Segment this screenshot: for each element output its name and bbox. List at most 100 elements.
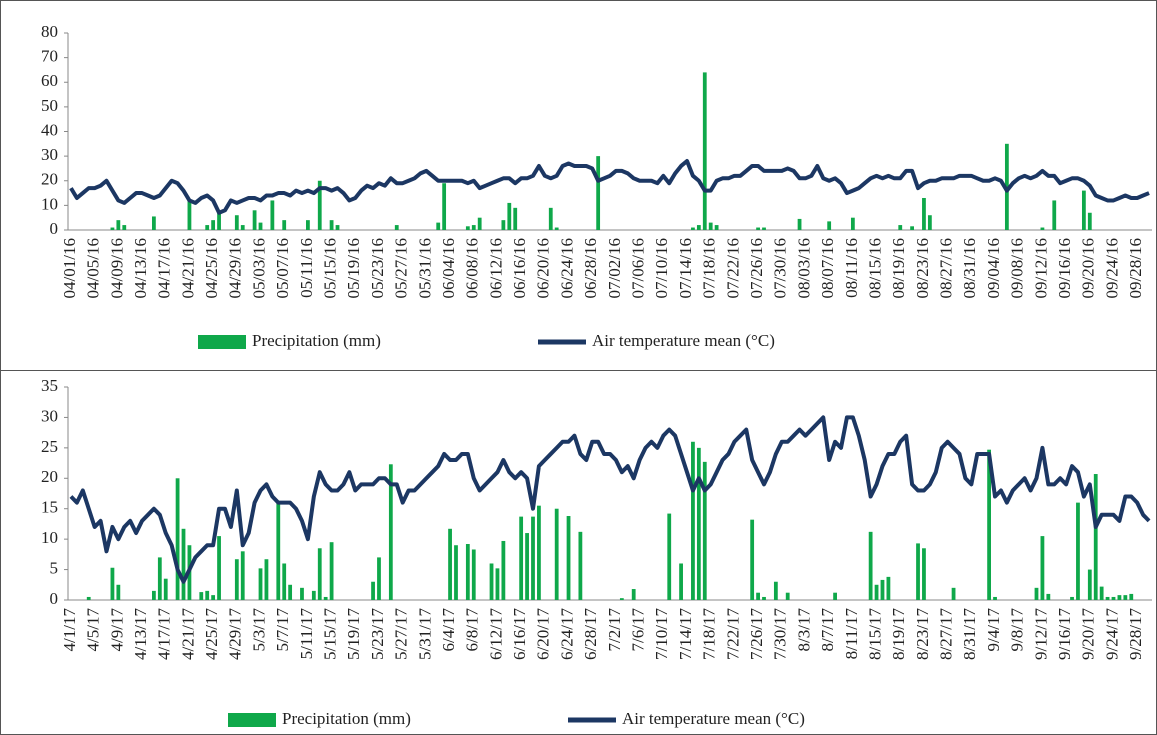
bar	[300, 587, 304, 600]
bar	[329, 542, 334, 600]
x-tick-label: 05/07/16	[273, 238, 292, 298]
x-tick-label: 05/15/16	[321, 238, 340, 298]
x-tick-label: 08/15/16	[865, 238, 884, 298]
bar	[371, 581, 375, 600]
x-tick-label: 06/04/16	[439, 238, 458, 298]
legend-label: Precipitation (mm)	[252, 331, 381, 350]
x-tick-label: 9/4/17	[984, 608, 1003, 652]
x-tick-label: 04/29/16	[226, 238, 245, 298]
bar	[465, 544, 470, 600]
bar	[554, 508, 559, 600]
temperature-line	[69, 159, 1150, 215]
bar	[288, 584, 293, 600]
bar	[495, 568, 500, 600]
x-tick-label: 04/13/16	[131, 238, 150, 298]
bar	[507, 202, 512, 230]
x-tick-label: 06/24/16	[557, 238, 576, 298]
bar	[1123, 595, 1128, 600]
bar	[1117, 595, 1122, 600]
bar	[501, 220, 506, 230]
bar	[886, 576, 891, 600]
bar	[756, 592, 760, 600]
x-tick-label: 6/16/17	[510, 608, 529, 660]
x-tick-label: 04/21/16	[178, 238, 197, 298]
bar	[922, 197, 926, 230]
bar	[750, 519, 755, 600]
y-tick-label: 0	[50, 219, 59, 238]
x-tick-label: 05/11/16	[297, 238, 316, 298]
bar	[329, 220, 334, 230]
y-tick-label: 15	[41, 498, 58, 517]
bar	[217, 536, 221, 600]
x-tick-label: 04/09/16	[107, 238, 126, 298]
bar	[1087, 569, 1092, 600]
x-tick-label: 7/22/17	[723, 608, 742, 660]
bar	[110, 567, 115, 600]
bar	[187, 200, 192, 230]
y-tick-label: 10	[41, 528, 58, 547]
x-tick-label: 06/28/16	[581, 238, 600, 298]
x-tick-label: 8/15/17	[865, 608, 884, 660]
x-tick-label: 05/27/16	[392, 238, 411, 298]
x-tick-label: 9/12/17	[1031, 608, 1050, 660]
bar	[691, 227, 695, 230]
bar	[531, 516, 535, 600]
bar	[951, 587, 956, 600]
x-tick-label: 6/8/17	[463, 608, 482, 652]
x-tick-label: 08/27/16	[937, 238, 956, 298]
x-tick-label: 6/24/17	[557, 608, 576, 660]
bar	[1087, 212, 1092, 230]
x-tick-label: 07/14/16	[676, 238, 695, 298]
x-tick-label: 06/08/16	[463, 238, 482, 298]
x-tick-label: 5/11/17	[297, 608, 316, 660]
x-tick-label: 08/11/16	[842, 238, 861, 298]
bar	[880, 579, 885, 600]
x-tick-label: 5/23/17	[368, 608, 387, 660]
x-tick-label: 09/24/16	[1102, 238, 1121, 298]
x-tick-label: 9/8/17	[1008, 608, 1027, 652]
bar	[850, 217, 855, 230]
x-tick-label: 9/24/17	[1102, 608, 1121, 660]
y-tick-label: 70	[41, 47, 58, 66]
x-tick-label: 07/18/16	[700, 238, 719, 298]
x-tick-label: 8/3/17	[794, 608, 813, 652]
bar	[519, 516, 524, 600]
x-tick-label: 04/05/16	[84, 238, 103, 298]
bar	[317, 180, 322, 230]
x-tick-label: 6/4/17	[439, 608, 458, 652]
y-tick-label: 35	[41, 376, 58, 395]
bar	[756, 227, 760, 230]
bar	[388, 464, 393, 600]
y-tick-label: 25	[41, 437, 58, 456]
bar	[922, 548, 926, 600]
x-tick-label: 05/03/16	[249, 238, 268, 298]
x-tick-label: 06/16/16	[510, 238, 529, 298]
y-tick-label: 30	[41, 406, 58, 425]
bar	[566, 516, 571, 600]
bar	[1111, 596, 1116, 600]
bar	[181, 528, 186, 600]
bar	[1081, 190, 1086, 230]
bar	[436, 222, 441, 230]
bar	[465, 226, 470, 230]
x-tick-label: 8/27/17	[937, 608, 956, 660]
bar	[1076, 502, 1080, 600]
x-tick-label: 08/31/16	[960, 238, 979, 298]
bar	[631, 589, 636, 600]
x-tick-label: 06/20/16	[534, 238, 553, 298]
bar	[240, 551, 245, 600]
y-tick-label: 40	[41, 120, 58, 139]
x-tick-label: 7/30/17	[771, 608, 790, 660]
bar	[199, 592, 204, 600]
bar	[252, 210, 257, 230]
x-tick-label: 08/07/16	[818, 238, 837, 298]
x-tick-label: 4/13/17	[131, 608, 150, 660]
x-tick-label: 04/17/16	[155, 238, 174, 298]
bar	[827, 221, 832, 230]
bar	[679, 563, 683, 600]
bar	[151, 216, 156, 230]
x-tick-label: 4/21/17	[178, 608, 197, 660]
bar	[205, 225, 210, 230]
bar	[335, 225, 340, 230]
